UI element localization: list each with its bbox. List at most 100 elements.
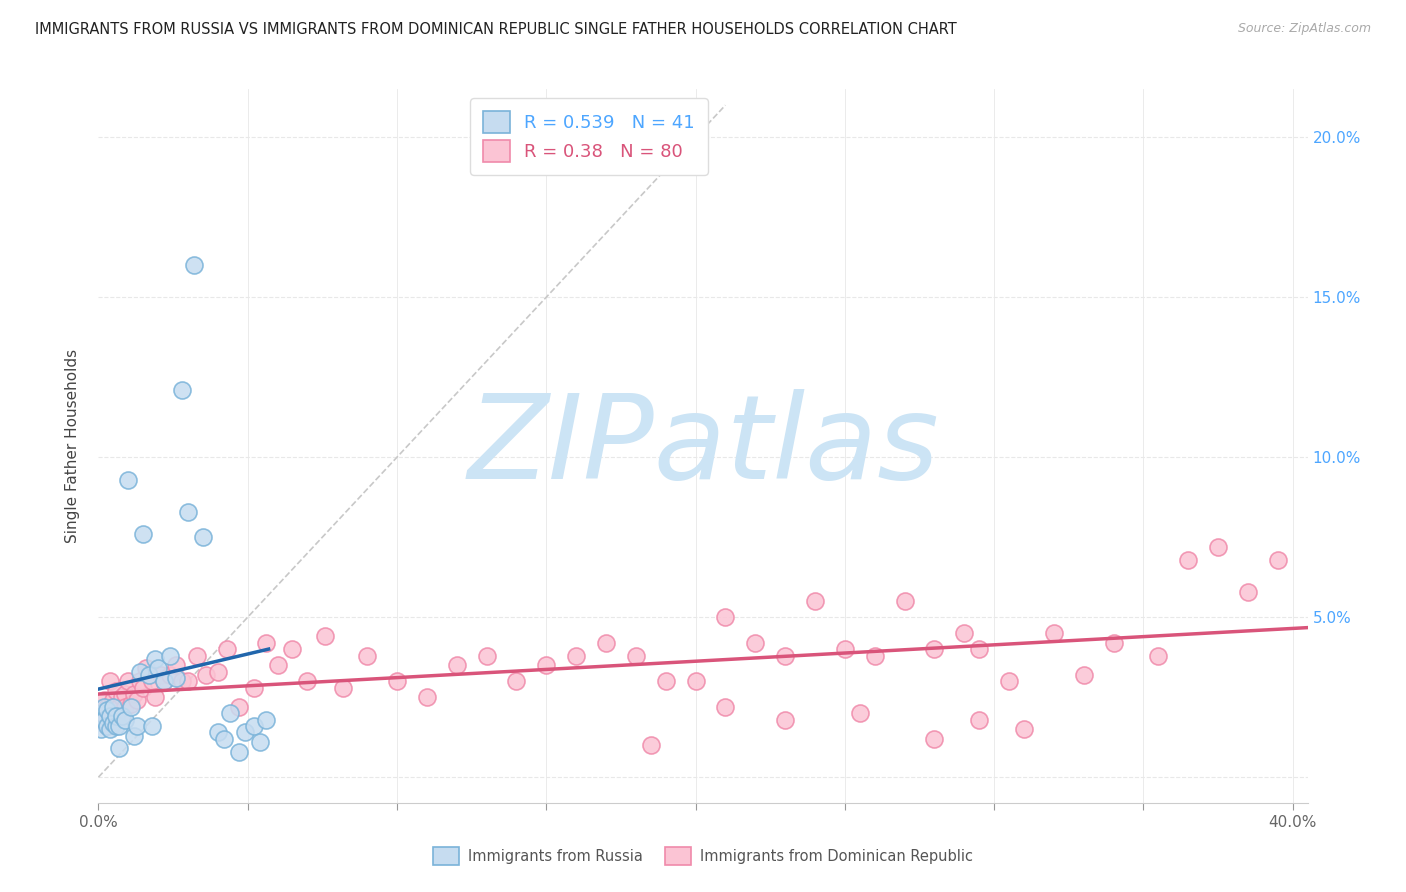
Point	[1147, 648, 1170, 663]
Point	[804, 594, 827, 608]
Point	[117, 473, 139, 487]
Point	[191, 530, 214, 544]
Point	[1237, 584, 1260, 599]
Point	[314, 629, 336, 643]
Point	[105, 719, 128, 733]
Point	[215, 642, 238, 657]
Point	[536, 658, 558, 673]
Point	[153, 674, 176, 689]
Point	[127, 693, 149, 707]
Point	[138, 668, 160, 682]
Point	[924, 642, 946, 657]
Point	[1043, 626, 1066, 640]
Point	[129, 674, 152, 689]
Point	[1267, 552, 1289, 566]
Point	[114, 687, 136, 701]
Point	[967, 642, 990, 657]
Point	[194, 668, 217, 682]
Point	[103, 693, 125, 707]
Point	[1206, 540, 1229, 554]
Point	[143, 690, 166, 705]
Point	[228, 745, 250, 759]
Point	[96, 703, 118, 717]
Point	[714, 699, 737, 714]
Point	[96, 699, 118, 714]
Legend: Immigrants from Russia, Immigrants from Dominican Republic: Immigrants from Russia, Immigrants from …	[427, 841, 979, 871]
Point	[96, 719, 118, 733]
Point	[103, 715, 125, 730]
Point	[848, 706, 870, 721]
Point	[416, 690, 439, 705]
Point	[170, 674, 193, 689]
Point	[332, 681, 354, 695]
Point	[233, 725, 256, 739]
Point	[120, 699, 142, 714]
Point	[120, 697, 142, 711]
Point	[953, 626, 976, 640]
Point	[141, 719, 163, 733]
Point	[773, 713, 796, 727]
Point	[998, 674, 1021, 689]
Point	[177, 674, 200, 689]
Point	[143, 652, 166, 666]
Point	[242, 719, 264, 733]
Point	[146, 661, 169, 675]
Point	[159, 648, 181, 663]
Point	[108, 709, 131, 723]
Point	[773, 648, 796, 663]
Point	[93, 699, 115, 714]
Point	[595, 636, 617, 650]
Point	[1177, 552, 1199, 566]
Point	[177, 505, 200, 519]
Point	[105, 683, 128, 698]
Point	[103, 699, 125, 714]
Point	[90, 706, 112, 721]
Point	[249, 735, 271, 749]
Text: Source: ZipAtlas.com: Source: ZipAtlas.com	[1237, 22, 1371, 36]
Point	[475, 648, 498, 663]
Point	[254, 636, 277, 650]
Point	[90, 706, 112, 721]
Point	[170, 383, 193, 397]
Point	[98, 722, 121, 736]
Y-axis label: Single Father Households: Single Father Households	[65, 349, 80, 543]
Point	[96, 719, 118, 733]
Point	[122, 729, 145, 743]
Point	[114, 713, 136, 727]
Point	[93, 713, 115, 727]
Point	[714, 610, 737, 624]
Point	[127, 719, 149, 733]
Point	[90, 722, 112, 736]
Point	[111, 690, 134, 705]
Point	[98, 674, 121, 689]
Point	[744, 636, 766, 650]
Point	[565, 648, 588, 663]
Point	[103, 709, 125, 723]
Point	[254, 713, 277, 727]
Point	[505, 674, 527, 689]
Point	[117, 674, 139, 689]
Point	[893, 594, 915, 608]
Point	[114, 699, 136, 714]
Point	[165, 671, 187, 685]
Point	[385, 674, 408, 689]
Text: ZIPatlas: ZIPatlas	[467, 389, 939, 503]
Point	[122, 687, 145, 701]
Point	[640, 738, 662, 752]
Point	[1073, 668, 1095, 682]
Point	[186, 648, 208, 663]
Point	[1012, 722, 1035, 736]
Point	[297, 674, 319, 689]
Point	[242, 681, 264, 695]
Point	[132, 681, 155, 695]
Text: IMMIGRANTS FROM RUSSIA VS IMMIGRANTS FROM DOMINICAN REPUBLIC SINGLE FATHER HOUSE: IMMIGRANTS FROM RUSSIA VS IMMIGRANTS FRO…	[35, 22, 957, 37]
Point	[924, 731, 946, 746]
Point	[967, 713, 990, 727]
Point	[446, 658, 468, 673]
Point	[1102, 636, 1125, 650]
Point	[105, 709, 128, 723]
Point	[212, 731, 235, 746]
Point	[624, 648, 647, 663]
Point	[356, 648, 378, 663]
Point	[108, 699, 131, 714]
